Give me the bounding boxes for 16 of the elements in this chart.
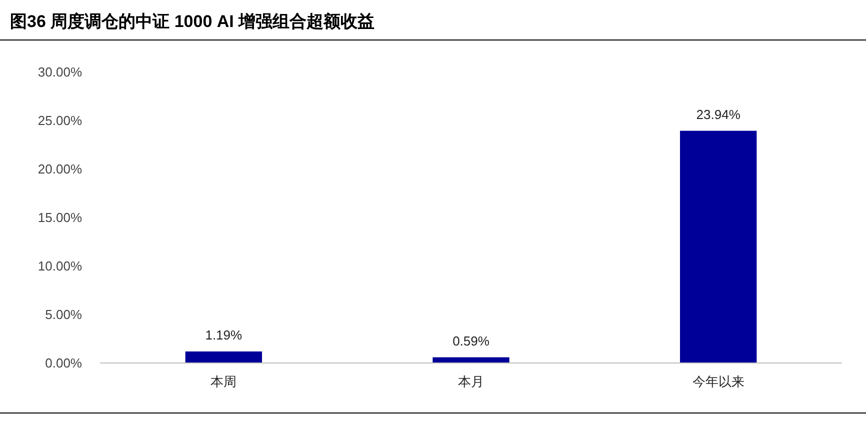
chart-title: 图36 周度调仓的中证 1000 AI 增强组合超额收益 — [10, 12, 375, 31]
y-tick-label: 10.00% — [38, 258, 82, 274]
data-label: 1.19% — [205, 327, 243, 342]
x-tick-label: 今年以来 — [692, 374, 744, 389]
y-tick-label: 15.00% — [38, 210, 82, 225]
y-tick-label: 20.00% — [38, 162, 82, 176]
y-tick-label: 5.00% — [45, 307, 82, 322]
x-tick-label: 本月 — [458, 374, 484, 389]
x-tick-label: 本周 — [210, 374, 237, 389]
y-tick-label: 30.00% — [38, 64, 82, 80]
data-label: 0.59% — [452, 333, 490, 348]
bar — [185, 351, 262, 363]
data-label: 23.94% — [696, 106, 741, 122]
y-tick-label: 25.00% — [38, 113, 82, 128]
y-tick-label: 0.00% — [45, 356, 82, 370]
bar — [680, 130, 757, 363]
